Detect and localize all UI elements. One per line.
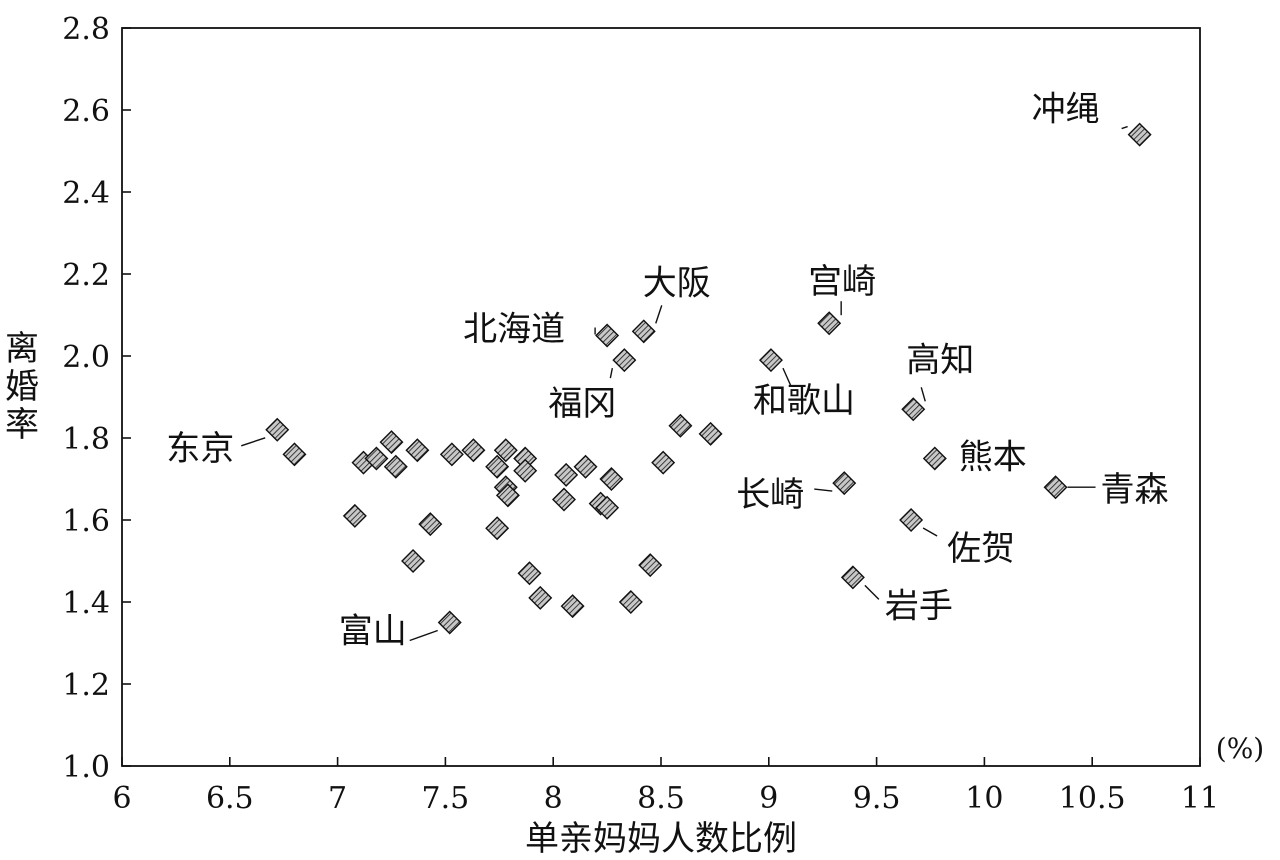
data-point-2 xyxy=(631,319,656,344)
data-point-45 xyxy=(698,421,723,446)
plot-frame xyxy=(121,27,1201,767)
data-point-34 xyxy=(560,594,585,619)
label-leader-lines xyxy=(241,125,1128,642)
leader-line-0 xyxy=(1121,125,1128,130)
x-tick-label-9: 10.5 xyxy=(1059,781,1126,816)
y-axis-title: 离婚率 xyxy=(5,329,39,445)
data-point-7 xyxy=(265,417,290,442)
y-tick-label-8: 2.6 xyxy=(62,94,110,129)
x-tick-label-2: 7 xyxy=(328,781,347,816)
x-tick-label-7: 9.5 xyxy=(853,781,901,816)
y-tick-label-6: 2.2 xyxy=(62,258,110,293)
leader-line-12 xyxy=(864,584,880,600)
point-label-8: 熊本 xyxy=(959,438,1027,478)
data-point-11 xyxy=(899,508,924,532)
point-label-10: 长崎 xyxy=(736,475,804,515)
point-label-6: 高知 xyxy=(906,340,974,380)
point-label-9: 青森 xyxy=(1101,470,1169,510)
x-tick-label-3: 7.5 xyxy=(422,781,470,816)
x-tick-label-0: 6 xyxy=(112,781,131,816)
leader-line-3 xyxy=(609,367,614,379)
data-point-0 xyxy=(1127,122,1152,147)
leader-line-7 xyxy=(241,437,266,447)
data-point-9 xyxy=(1043,475,1068,500)
y-tick-label-9: 2.8 xyxy=(62,12,110,47)
data-point-5 xyxy=(758,348,783,373)
data-point-35 xyxy=(618,590,643,614)
data-point-13 xyxy=(437,610,462,635)
point-label-5: 和歌山 xyxy=(753,381,855,421)
leader-line-13 xyxy=(409,629,438,642)
data-point-1 xyxy=(595,323,620,348)
point-label-11: 佐贺 xyxy=(947,529,1015,569)
data-point-21 xyxy=(461,438,486,463)
x-tick-label-6: 9 xyxy=(759,781,778,816)
data-point-44 xyxy=(668,413,693,438)
x-tick-label-8: 10 xyxy=(965,781,1003,816)
data-point-41 xyxy=(595,495,620,520)
point-label-0: 冲绳 xyxy=(1032,90,1100,130)
x-tick-label-4: 8 xyxy=(544,781,563,816)
leader-line-6 xyxy=(920,387,926,402)
point-label-4: 宫崎 xyxy=(808,262,876,302)
x-unit-label: (%) xyxy=(1216,732,1264,765)
data-point-27 xyxy=(495,483,520,508)
data-point-36 xyxy=(638,553,663,578)
data-point-20 xyxy=(439,442,464,467)
data-point-3 xyxy=(612,348,637,373)
y-tick-label-3: 1.6 xyxy=(62,504,110,539)
data-point-32 xyxy=(517,561,542,586)
data-point-42 xyxy=(599,467,624,491)
data-point-30 xyxy=(401,549,426,573)
data-point-10 xyxy=(832,471,857,496)
data-point-43 xyxy=(651,450,676,475)
x-tick-label-1: 6.5 xyxy=(206,781,254,816)
leader-line-5 xyxy=(782,367,792,387)
data-point-17 xyxy=(379,430,404,455)
data-point-28 xyxy=(342,503,367,528)
point-label-1: 北海道 xyxy=(463,310,565,350)
data-points xyxy=(265,122,1152,635)
data-point-14 xyxy=(282,442,307,467)
y-tick-label-7: 2.4 xyxy=(62,176,110,211)
data-point-37 xyxy=(554,462,579,487)
point-label-13: 富山 xyxy=(339,612,407,652)
data-point-12 xyxy=(840,565,865,590)
data-point-19 xyxy=(405,438,430,463)
data-point-6 xyxy=(901,397,926,422)
data-point-16 xyxy=(364,446,389,471)
leader-line-10 xyxy=(814,488,833,492)
point-label-3: 福冈 xyxy=(548,384,616,424)
y-tick-label-0: 1.0 xyxy=(62,750,110,785)
point-label-2: 大阪 xyxy=(643,263,711,303)
leader-line-11 xyxy=(922,527,938,537)
data-point-25 xyxy=(513,458,538,483)
point-label-7: 东京 xyxy=(166,429,234,469)
axis-ticks: 6 6.5 7 7.5 8 8.5 9 9.5 10 10.5 11 1.0 1.2 1.4 1.6 1.8 2… xyxy=(62,12,1219,816)
data-point-31 xyxy=(485,516,510,541)
data-point-33 xyxy=(528,585,553,610)
data-point-4 xyxy=(817,311,842,336)
x-tick-label-5: 8.5 xyxy=(637,781,685,816)
y-tick-label-2: 1.4 xyxy=(62,586,110,621)
x-axis-title: 单亲妈妈人数比例 xyxy=(525,819,797,859)
leader-line-2 xyxy=(655,305,663,324)
data-point-38 xyxy=(573,454,598,479)
data-point-29 xyxy=(418,512,443,537)
y-tick-label-5: 2.0 xyxy=(62,340,110,375)
y-tick-label-1: 1.2 xyxy=(62,668,110,703)
data-point-18 xyxy=(383,454,408,479)
data-point-23 xyxy=(485,454,510,479)
y-tick-label-4: 1.8 xyxy=(62,422,110,457)
data-point-22 xyxy=(493,438,518,463)
data-point-39 xyxy=(551,487,576,512)
point-label-12: 岩手 xyxy=(885,586,953,626)
data-point-8 xyxy=(922,446,947,471)
x-tick-label-10: 11 xyxy=(1181,781,1219,816)
